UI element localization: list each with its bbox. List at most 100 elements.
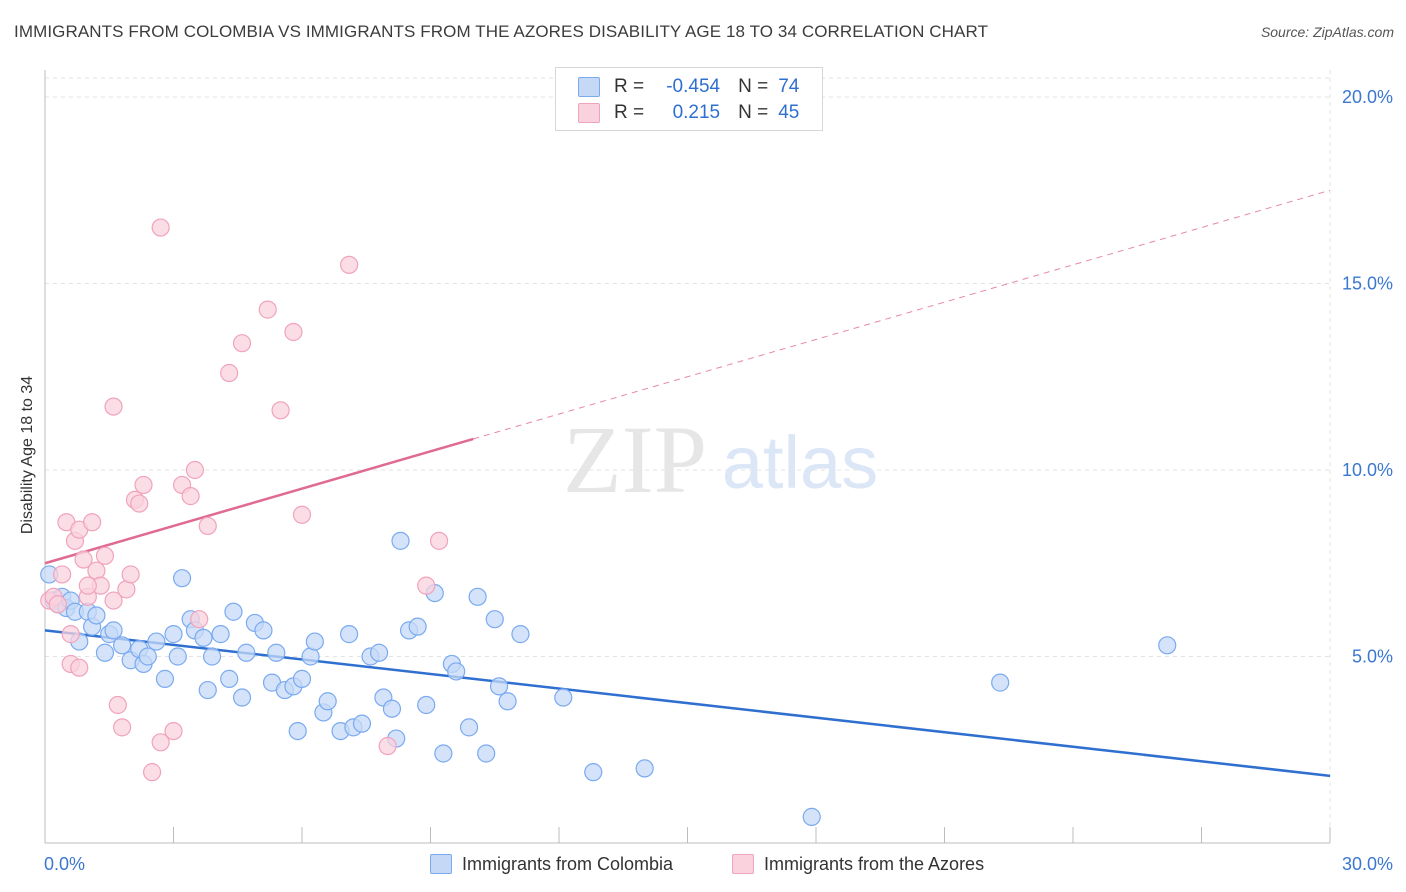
colombia-point — [301, 647, 320, 666]
colombia-point — [288, 721, 307, 741]
legend-n-label: N = — [738, 102, 769, 123]
y-tick-label: 10.0% — [1342, 460, 1393, 480]
legend-n-value: 45 — [778, 102, 800, 123]
y-tick-label: 20.0% — [1342, 87, 1393, 107]
legend-r-value: -0.454 — [666, 76, 721, 97]
colombia-trend-line — [44, 629, 1331, 778]
azores-point — [271, 401, 290, 420]
azores-point — [78, 576, 97, 595]
colombia-point — [211, 625, 230, 644]
colombia-point — [232, 688, 252, 707]
azores-point — [53, 565, 72, 584]
legend-n-label: N = — [738, 76, 769, 97]
colombia-point — [318, 692, 337, 711]
source-label: Source: ZipAtlas.com — [1260, 24, 1394, 40]
azores-point — [429, 531, 449, 550]
azores-point — [130, 494, 149, 513]
azores-point — [117, 580, 136, 599]
colombia-point — [220, 669, 239, 688]
azores-point — [198, 516, 217, 536]
colombia-point — [408, 617, 427, 636]
colombia-point — [485, 610, 504, 629]
azores-point — [142, 763, 162, 782]
colombia-point — [87, 606, 106, 625]
azores-point — [87, 561, 106, 580]
azores-point — [134, 475, 153, 495]
azores-point — [70, 658, 89, 677]
bottom-legend-azores: Immigrants from the Azores — [732, 852, 984, 876]
colombia-point — [352, 714, 372, 733]
colombia-point — [172, 569, 192, 588]
colombia-point — [584, 763, 603, 782]
colombia-point — [147, 632, 166, 651]
colombia-point — [292, 669, 312, 688]
legend-swatch-colombia — [578, 77, 600, 97]
azores-point — [74, 550, 93, 569]
bottom-legend-swatch-azores — [732, 854, 754, 874]
colombia-point — [498, 692, 517, 711]
azores-point — [340, 255, 359, 274]
bottom-legend-colombia: Immigrants from Colombia — [430, 852, 673, 876]
colombia-point — [194, 628, 213, 647]
axes — [44, 70, 1331, 844]
legend-row-azores: R = 0.215 N = 45 — [578, 100, 799, 126]
azores-point — [292, 505, 312, 524]
azores-point — [151, 218, 170, 237]
bottom-legend-swatch-colombia — [430, 854, 452, 874]
y-tick-label: 5.0% — [1352, 647, 1393, 667]
x-tick-label: 0.0% — [44, 854, 85, 874]
trend-lines — [44, 189, 1331, 778]
azores-point — [220, 363, 239, 383]
azores-point — [121, 565, 140, 584]
colombia-point — [991, 673, 1010, 692]
y-axis-title: Disability Age 18 to 34 — [19, 375, 36, 535]
colombia-point — [802, 807, 821, 826]
azores-point — [151, 733, 170, 752]
y-tick-label: 15.0% — [1342, 274, 1393, 294]
colombia-point — [511, 625, 530, 644]
azores-point — [108, 695, 127, 715]
bottom-legend-label-azores: Immigrants from the Azores — [764, 853, 985, 874]
correlation-legend: R = -0.454 N = 74 R = 0.215 N = 45 — [555, 67, 823, 131]
colombia-point — [164, 625, 183, 644]
legend-n-value: 74 — [778, 76, 800, 97]
legend-r-value: 0.215 — [672, 102, 721, 123]
colombia-point — [202, 647, 222, 666]
azores-point — [83, 513, 102, 532]
colombia-point — [447, 662, 466, 681]
legend-r-label: R = — [614, 102, 645, 123]
legend-r-label: R = — [614, 76, 645, 97]
legend-swatch-azores — [578, 103, 600, 123]
azores-point — [181, 487, 200, 506]
colombia-point — [340, 625, 359, 644]
colombia-point — [254, 621, 273, 640]
azores-trend-line-extension — [473, 189, 1331, 440]
azores-point — [95, 546, 115, 565]
colombia-point — [138, 647, 157, 666]
colombia-point — [168, 647, 187, 666]
colombia-point — [112, 636, 132, 655]
colombia-point — [267, 643, 286, 662]
colombia-point — [417, 695, 436, 715]
azores-point — [417, 576, 436, 595]
colombia-point — [1158, 636, 1177, 655]
colombia-point — [434, 744, 453, 763]
azores-point — [284, 322, 303, 342]
colombia-point — [382, 699, 402, 718]
colombia-point — [104, 621, 123, 640]
colombia-point — [477, 744, 496, 763]
colombia-point — [370, 643, 389, 662]
azores-point — [104, 397, 123, 416]
colombia-point — [554, 688, 573, 707]
azores-point — [258, 300, 277, 319]
azores-point — [164, 721, 183, 741]
colombia-point — [237, 643, 256, 662]
colombia-point — [155, 669, 175, 688]
chart-title: IMMIGRANTS FROM COLOMBIA VS IMMIGRANTS F… — [14, 22, 989, 41]
colombia-point — [459, 718, 479, 737]
azores-point — [378, 736, 397, 756]
colombia-point — [198, 680, 217, 700]
azores-point — [232, 334, 252, 353]
azores-point — [190, 610, 209, 629]
azores-point — [185, 460, 205, 480]
